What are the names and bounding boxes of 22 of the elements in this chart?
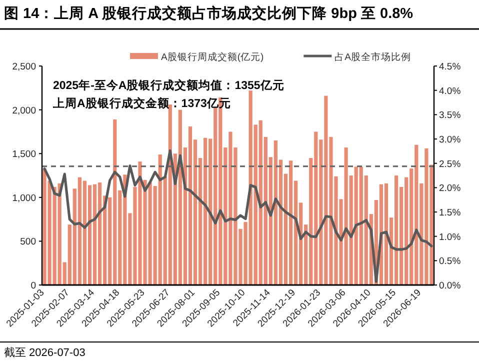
- y2-tick-label: 1.0%: [439, 232, 462, 243]
- y2-tick-label: 3.0%: [439, 134, 462, 146]
- chart-title: 图 14：上周 A 股银行成交额占市场成交比例下降 9bp 至 0.8%: [4, 4, 414, 22]
- legend-label: 占A股全市场比例: [334, 51, 412, 63]
- y2-tick-label: 4.5%: [439, 62, 462, 72]
- legend-label: A股银行周成交额(亿元): [161, 51, 264, 63]
- y2-tick-label: 1.5%: [439, 208, 462, 218]
- y-tick-label: 500: [20, 236, 36, 248]
- y2-tick-label: 3.5%: [439, 110, 462, 122]
- y2-tick-label: 0.0%: [439, 280, 462, 292]
- annotation: 上周A股银行成交金额：1373亿元: [52, 96, 231, 110]
- y-tick-label: 2,500: [12, 62, 36, 72]
- y-tick-label: 1,500: [12, 149, 36, 160]
- annotation: 2025年-至今A股银行成交额均值：1355亿元: [53, 78, 284, 92]
- y-tick-label: 2,000: [12, 105, 36, 116]
- y-tick-label: 1,000: [12, 192, 36, 204]
- y2-tick-label: 2.5%: [439, 158, 462, 170]
- y2-tick-label: 2.0%: [439, 183, 462, 194]
- y-tick-label: 0: [30, 280, 36, 292]
- y2-tick-label: 4.0%: [439, 86, 462, 97]
- y2-tick-label: 0.5%: [439, 256, 462, 268]
- text: 截至 2026-07-03: [4, 346, 86, 359]
